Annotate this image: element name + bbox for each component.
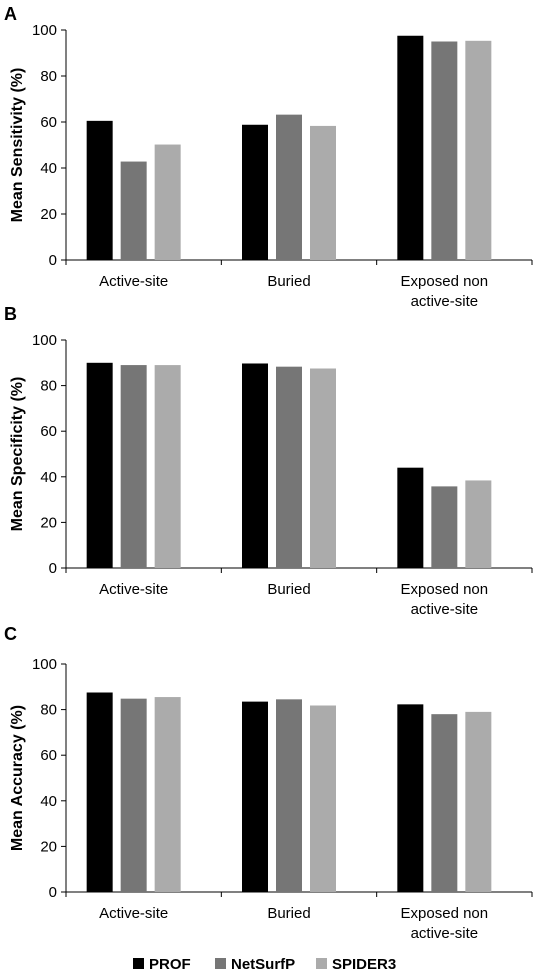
bar-netsurfp-2 — [431, 41, 458, 260]
x-category-label: Exposed non — [401, 581, 489, 598]
legend-label: SPIDER3 — [332, 956, 396, 973]
x-category-label: Active-site — [99, 905, 168, 922]
bar-netsurfp-2 — [431, 714, 458, 892]
y-tick-label: 60 — [40, 423, 57, 440]
legend-swatch-netsurfp — [215, 958, 226, 969]
y-axis-label: Mean Specificity (%) — [9, 377, 26, 532]
x-category-label: Buried — [267, 273, 310, 290]
panel-letter: B — [4, 304, 17, 324]
y-tick-label: 100 — [32, 656, 57, 673]
x-category-label: Active-site — [99, 273, 168, 290]
y-tick-label: 20 — [40, 514, 57, 531]
y-tick-label: 20 — [40, 206, 57, 223]
bar-prof-0 — [86, 692, 113, 892]
bar-netsurfp-0 — [120, 161, 147, 260]
y-tick-label: 40 — [40, 793, 57, 810]
legend-swatch-spider3 — [316, 958, 327, 969]
x-category-label: Active-site — [99, 581, 168, 598]
legend-label: PROF — [149, 956, 191, 973]
legend-swatch-prof — [133, 958, 144, 969]
y-tick-label: 0 — [49, 884, 57, 901]
x-category-label: active-site — [411, 601, 479, 618]
y-tick-label: 60 — [40, 114, 57, 131]
panel-letter: C — [4, 624, 17, 644]
y-tick-label: 40 — [40, 160, 57, 177]
panel-B: B Mean Specificity (%) 0 20 40 60 80 100 Active-… — [4, 304, 533, 618]
y-tick-label: 100 — [32, 22, 57, 39]
bar-spider3-1 — [310, 125, 336, 260]
bar-spider3-0 — [154, 365, 181, 568]
y-tick-label: 60 — [40, 747, 57, 764]
y-tick-label: 80 — [40, 702, 57, 719]
bar-spider3-1 — [310, 368, 336, 568]
x-category-label: Exposed non — [401, 905, 489, 922]
bar-prof-2 — [397, 704, 424, 892]
x-category-label: Buried — [267, 905, 310, 922]
bar-spider3-2 — [465, 40, 492, 261]
legend: PROF NetSurfP SPIDER3 — [133, 956, 396, 973]
bar-prof-2 — [397, 35, 424, 260]
y-tick-label: 0 — [49, 252, 57, 269]
bar-netsurfp-1 — [276, 699, 302, 892]
y-tick-label: 40 — [40, 469, 57, 486]
bar-prof-1 — [242, 124, 268, 260]
panels: A Mean Sensitivity (%) 0 20 40 60 80 100 Active-… — [4, 4, 533, 942]
x-category-label: active-site — [411, 925, 479, 942]
panel-A: A Mean Sensitivity (%) 0 20 40 60 80 100 Active-… — [4, 4, 533, 310]
bar-spider3-2 — [465, 711, 492, 892]
bar-netsurfp-0 — [120, 698, 147, 892]
x-category-label: active-site — [411, 293, 479, 310]
bar-netsurfp-0 — [120, 365, 147, 568]
x-category-label: Buried — [267, 581, 310, 598]
bar-prof-2 — [397, 467, 424, 568]
y-tick-label: 100 — [32, 332, 57, 349]
bar-netsurfp-1 — [276, 366, 302, 568]
bar-prof-1 — [242, 363, 268, 568]
bar-prof-1 — [242, 701, 268, 892]
y-axis-label: Mean Sensitivity (%) — [9, 68, 26, 223]
bar-spider3-0 — [154, 144, 181, 260]
y-axis-label: Mean Accuracy (%) — [9, 705, 26, 851]
bar-netsurfp-2 — [431, 486, 458, 568]
panel-letter: A — [4, 4, 17, 24]
panel-C: C Mean Accuracy (%) 0 20 40 60 80 100 Active-sit… — [4, 624, 533, 942]
x-category-label: Exposed non — [401, 273, 489, 290]
legend-label: NetSurfP — [231, 956, 295, 973]
bar-prof-0 — [86, 120, 113, 260]
y-tick-label: 20 — [40, 838, 57, 855]
bar-spider3-0 — [154, 697, 181, 892]
y-tick-label: 80 — [40, 68, 57, 85]
bar-netsurfp-1 — [276, 114, 302, 260]
bar-prof-0 — [86, 362, 113, 568]
bar-spider3-1 — [310, 705, 336, 892]
y-tick-label: 0 — [49, 560, 57, 577]
y-tick-label: 80 — [40, 378, 57, 395]
bar-spider3-2 — [465, 480, 492, 568]
